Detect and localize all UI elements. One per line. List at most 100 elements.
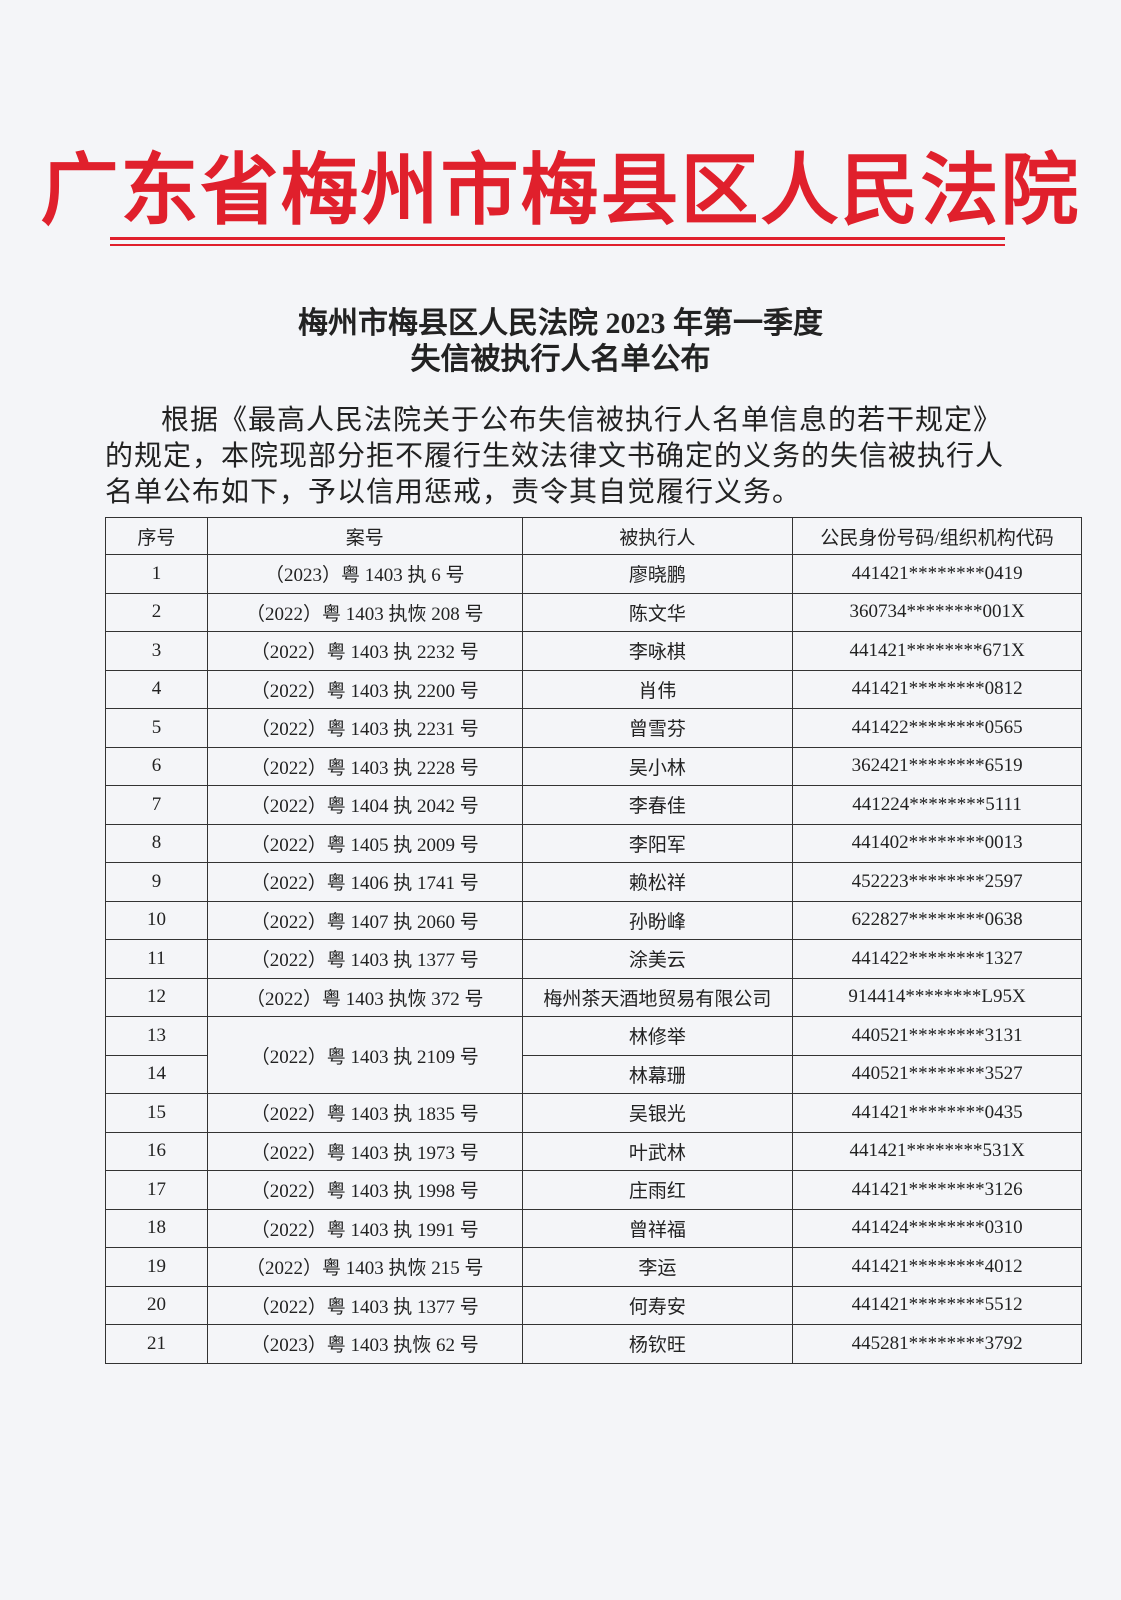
row-number: 3 — [105, 631, 208, 671]
row-number: 16 — [105, 1131, 208, 1171]
row-number: 11 — [105, 939, 208, 979]
table-row: 16 （2022）粤 1403 执 1973 号叶武林 441421********… — [105, 1131, 1082, 1171]
id-code: 441422********1327 — [792, 939, 1082, 979]
id-code: 441421********5512 — [792, 1285, 1082, 1325]
column-header: 序号 — [105, 517, 208, 555]
row-number: 10 — [105, 900, 208, 940]
case-number: （2022）粤 1403 执 1991 号 — [206, 1208, 523, 1248]
id-code: 441421********671X — [792, 631, 1082, 671]
case-number: （2022）粤 1403 执 1973 号 — [206, 1131, 523, 1171]
person-name: 李阳军 — [521, 823, 794, 863]
header-row: 序号 案号 被执行人 公民身份号码/组织机构代码 — [105, 517, 1082, 555]
person-name: 肖伟 — [521, 669, 794, 709]
row-number: 13 — [105, 1016, 208, 1056]
case-number: （2022）粤 1403 执 1835 号 — [206, 1093, 523, 1133]
row-number: 1 — [105, 554, 208, 594]
person-name: 李春佳 — [521, 785, 794, 825]
person-name: 李运 — [521, 1247, 794, 1287]
column-header: 案号 — [206, 517, 523, 555]
table-row: 8 （2022）粤 1405 执 2009 号李阳军 441402********0… — [105, 823, 1082, 863]
title-line: 失信被执行人名单公布 — [410, 343, 711, 376]
case-number: （2022）粤 1403 执 2232 号 — [206, 631, 523, 671]
table-row: 1 （2023）粤 1403 执 6 号廖晓鹏 441421********0419 — [105, 554, 1082, 594]
row-number: 19 — [105, 1247, 208, 1287]
person-name: 杨钦旺 — [521, 1324, 794, 1364]
id-code: 440521********3527 — [792, 1054, 1082, 1094]
person-name: 曾雪芬 — [521, 708, 794, 748]
column-header: 公民身份号码/组织机构代码 — [792, 517, 1082, 555]
table-row: 12 （2022）粤 1403 执恢 372 号梅州茶天酒地贸易有限公司 91441… — [105, 977, 1082, 1017]
case-number: （2022）粤 1405 执 2009 号 — [206, 823, 523, 863]
case-number: （2022）粤 1403 执 1998 号 — [206, 1170, 523, 1210]
row-number: 7 — [105, 785, 208, 825]
id-code: 441421********0435 — [792, 1093, 1082, 1133]
case-number: （2022）粤 1403 执恢 372 号 — [206, 977, 523, 1017]
id-code: 362421********6519 — [792, 746, 1082, 786]
id-code: 441421********3126 — [792, 1170, 1082, 1210]
row-number: 20 — [105, 1285, 208, 1325]
id-code: 441422********0565 — [792, 708, 1082, 748]
person-name: 孙盼峰 — [521, 900, 794, 940]
table-row: 11 （2022）粤 1403 执 1377 号涂美云 441422********… — [105, 939, 1082, 979]
person-name: 叶武林 — [521, 1131, 794, 1171]
person-name: 赖松祥 — [521, 862, 794, 902]
case-number: （2022）粤 1403 执 2231 号 — [206, 708, 523, 748]
case-number: （2023）粤 1403 执 6 号 — [206, 554, 523, 594]
court-header: 广东省梅州市梅县区人民法院 — [40, 147, 1081, 234]
id-code: 440521********3131 — [792, 1016, 1082, 1056]
id-code: 622827********0638 — [792, 900, 1082, 940]
table-row: 17 （2022）粤 1403 执 1998 号庄雨红 441421********… — [105, 1170, 1082, 1210]
paragraph: 根据《最高人民法院关于公布失信被执行人名单信息的若干规定》的规定，本院现部分拒不… — [105, 405, 1005, 508]
id-code: 452223********2597 — [792, 862, 1082, 902]
case-number: （2023）粤 1403 执恢 62 号 — [206, 1324, 523, 1364]
list-table: 序号 案号 被执行人 公民身份号码/组织机构代码 1 （2023）粤 1403 执 6 … — [105, 517, 1082, 1364]
id-code: 441421********0419 — [792, 554, 1082, 594]
id-code: 445281********3792 — [792, 1324, 1082, 1364]
table-row: 5 （2022）粤 1403 执 2231 号曾雪芬 441422********0… — [105, 708, 1082, 748]
case-number: （2022）粤 1403 执恢 208 号 — [206, 592, 523, 632]
case-number: （2022）粤 1406 执 1741 号 — [206, 862, 523, 902]
id-code: 441224********5111 — [792, 785, 1082, 825]
person-name: 吴小林 — [521, 746, 794, 786]
person-name: 陈文华 — [521, 592, 794, 632]
document-title: 梅州市梅县区人民法院 2023 年第一季度 失信被执行人名单公布 — [0, 306, 1121, 378]
person-name: 何寿安 — [521, 1285, 794, 1325]
row-number: 8 — [105, 823, 208, 863]
table-row: 4 （2022）粤 1403 执 2200 号肖伟 441421********08… — [105, 669, 1082, 709]
id-code: 441421********4012 — [792, 1247, 1082, 1287]
title-line: 梅州市梅县区人民法院 2023 年第一季度 — [298, 307, 823, 340]
id-code: 441421********0812 — [792, 669, 1082, 709]
person-name: 李咏棋 — [521, 631, 794, 671]
id-code: 914414********L95X — [792, 977, 1082, 1017]
person-name: 林幕珊 — [521, 1054, 794, 1094]
row-number: 15 — [105, 1093, 208, 1133]
table-row: 20 （2022）粤 1403 执 1377 号何寿安 441421********… — [105, 1285, 1082, 1325]
row-number: 21 — [105, 1324, 208, 1364]
table-row: 10 （2022）粤 1407 执 2060 号孙盼峰 622827********… — [105, 900, 1082, 940]
table-row: 14 林幕珊 440521********3527 — [105, 1054, 1082, 1094]
row-number: 17 — [105, 1170, 208, 1210]
person-name: 吴银光 — [521, 1093, 794, 1133]
id-code: 441424********0310 — [792, 1208, 1082, 1248]
person-name: 涂美云 — [521, 939, 794, 979]
row-number: 12 — [105, 977, 208, 1017]
column-header: 被执行人 — [521, 517, 794, 555]
case-number: （2022）粤 1403 执 1377 号 — [206, 939, 523, 979]
row-number: 9 — [105, 862, 208, 902]
person-name: 林修举 — [521, 1016, 794, 1056]
row-number: 2 — [105, 592, 208, 632]
table-row: 15 （2022）粤 1403 执 1835 号吴银光 441421********… — [105, 1093, 1082, 1133]
table-row: 21 （2023）粤 1403 执恢 62 号杨钦旺 445281********3… — [105, 1324, 1082, 1364]
table-row: 13 （2022）粤 1403 执 2109 号林修举 440521********… — [105, 1016, 1082, 1094]
table-row: 9 （2022）粤 1406 执 1741 号赖松祥 452223********2… — [105, 862, 1082, 902]
person-name: 曾祥福 — [521, 1208, 794, 1248]
red-rule — [110, 237, 1005, 240]
id-code: 360734********001X — [792, 592, 1082, 632]
table-row: 6 （2022）粤 1403 执 2228 号吴小林 362421********6… — [105, 746, 1082, 786]
case-number: （2022）粤 1407 执 2060 号 — [206, 900, 523, 940]
row-number: 18 — [105, 1208, 208, 1248]
row-number: 4 — [105, 669, 208, 709]
case-number: （2022）粤 1403 执 2109 号 — [206, 1016, 523, 1094]
table-row: 19 （2022）粤 1403 执恢 215 号李运 441421********4… — [105, 1247, 1082, 1287]
